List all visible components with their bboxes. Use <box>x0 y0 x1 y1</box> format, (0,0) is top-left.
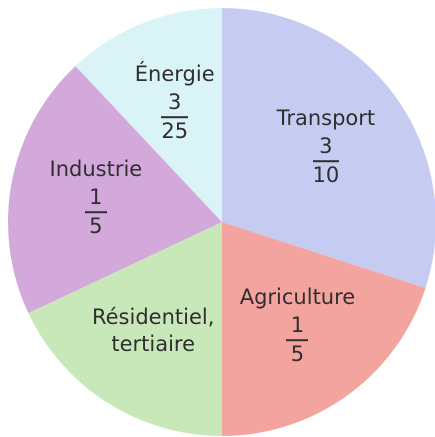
fraction-bar <box>84 211 107 214</box>
slice-label: Transport 3 10 <box>251 105 401 189</box>
fraction-label: 3 10 <box>312 133 340 188</box>
pie-slice <box>8 66 223 314</box>
numerator: 3 <box>319 133 333 158</box>
numerator: 3 <box>168 90 182 115</box>
category-label: Industrie <box>49 157 143 182</box>
slice-label: Industrie 1 5 <box>21 156 171 240</box>
pie-slice <box>222 222 426 436</box>
pie-slice <box>28 222 223 436</box>
fraction-label: 3 25 <box>161 90 189 144</box>
slice-label: Énergie 3 25 <box>100 61 250 145</box>
category-label: Résidentiel, tertiaire <box>91 305 215 356</box>
category-label: Agriculture <box>239 285 356 310</box>
category-label: Énergie <box>134 61 215 86</box>
category-label: Transport <box>276 105 376 130</box>
denominator: 25 <box>161 119 189 144</box>
denominator: 5 <box>89 214 103 239</box>
numerator: 1 <box>290 313 305 338</box>
denominator: 5 <box>290 342 305 367</box>
fraction-bar <box>312 160 340 163</box>
fraction-bar <box>286 339 309 342</box>
denominator: 10 <box>312 163 340 188</box>
slice-label: Agriculture 1 5 <box>222 284 372 368</box>
slice-label: Résidentiel, tertiaire <box>78 304 228 357</box>
numerator: 1 <box>89 185 103 210</box>
pie-slice <box>75 8 222 222</box>
fraction-bar <box>161 116 189 119</box>
pie-slice <box>222 8 435 289</box>
